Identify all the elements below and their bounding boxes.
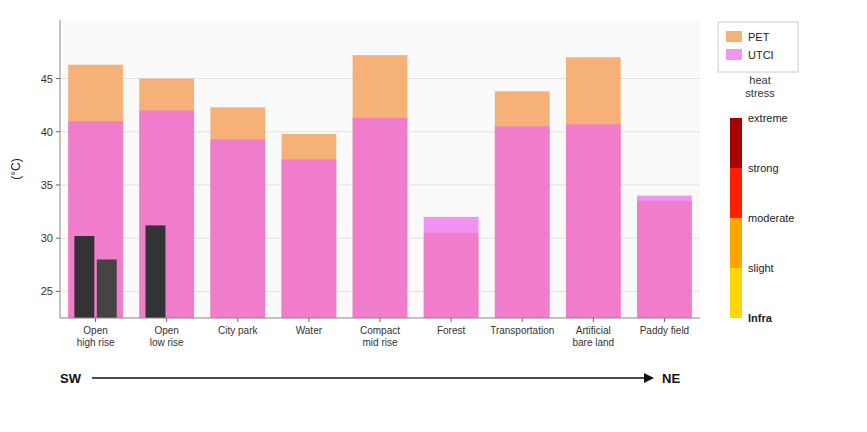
x-tick-label-line: Open bbox=[83, 325, 107, 336]
x-tick bbox=[664, 318, 665, 322]
x-tick bbox=[308, 318, 309, 322]
y-tick-label: 45 bbox=[41, 73, 53, 85]
bar bbox=[139, 110, 194, 318]
x-tick-label: Openhigh rise bbox=[77, 325, 115, 348]
x-tick bbox=[380, 318, 381, 322]
legend: PET UTCI bbox=[718, 22, 798, 72]
x-tick bbox=[593, 318, 594, 322]
y-tick-label: 40 bbox=[41, 126, 53, 138]
colorbar-label: slight bbox=[748, 262, 774, 274]
arrow-head bbox=[644, 373, 654, 383]
colorbar-label: moderate bbox=[748, 212, 794, 224]
y-tick bbox=[56, 131, 60, 132]
x-tick-label: Transportation bbox=[490, 325, 554, 336]
x-tick-label: City park bbox=[218, 325, 258, 336]
bar bbox=[139, 79, 194, 318]
dark-bar bbox=[97, 259, 117, 318]
bars bbox=[68, 55, 692, 318]
x-tick bbox=[451, 318, 452, 322]
legend-swatch bbox=[726, 49, 742, 60]
legend-box bbox=[718, 22, 798, 72]
y-tick bbox=[56, 184, 60, 185]
plot-area bbox=[60, 20, 700, 318]
bar bbox=[495, 126, 550, 318]
y-tick bbox=[56, 291, 60, 292]
bar bbox=[353, 118, 408, 318]
bar bbox=[495, 91, 550, 318]
bar bbox=[353, 55, 408, 318]
arrow-line bbox=[92, 377, 646, 379]
colorbar-label: Infra bbox=[748, 312, 773, 324]
x-tick-label-line: City park bbox=[218, 325, 258, 336]
page: {"chart_data": { "type": "bar", "categor… bbox=[0, 0, 867, 432]
x-tick-label: Artificialbare land bbox=[572, 325, 614, 348]
colorbar-title: heatstress bbox=[745, 74, 775, 99]
x-tick-label: Paddy field bbox=[640, 325, 689, 336]
colorbar-segment bbox=[730, 268, 742, 318]
bar bbox=[282, 159, 337, 318]
x-tick-label-line: bare land bbox=[572, 337, 614, 348]
legend-swatch bbox=[726, 31, 742, 42]
x-tick-label-line: Artificial bbox=[576, 325, 611, 336]
colorbar-label: extreme bbox=[748, 112, 788, 124]
colorbar-title-line: stress bbox=[745, 87, 775, 99]
colorbar-title-line: heat bbox=[749, 74, 770, 86]
bar bbox=[424, 217, 479, 318]
bar bbox=[68, 121, 123, 318]
y-tick bbox=[56, 238, 60, 239]
x-tick-label: Openlow rise bbox=[150, 325, 184, 348]
y-axis-line bbox=[60, 20, 61, 318]
x-tick-label-line: Paddy field bbox=[640, 325, 689, 336]
y-axis-label: (°C) bbox=[9, 158, 23, 179]
dark-bar bbox=[146, 225, 166, 318]
x-tick-label: Water bbox=[296, 325, 323, 336]
bar bbox=[68, 65, 123, 318]
colorbar-label: strong bbox=[748, 162, 779, 174]
annotation: SW bbox=[60, 371, 82, 386]
bar bbox=[210, 139, 265, 318]
colorbar-segment bbox=[730, 118, 742, 168]
dark-bar bbox=[74, 236, 94, 318]
chart: 2530354045(°C)Openhigh riseOpenlow riseC… bbox=[0, 0, 867, 432]
x-tick bbox=[95, 318, 96, 322]
bar bbox=[566, 124, 621, 318]
x-tick-label: Compactmid rise bbox=[360, 325, 400, 348]
x-tick bbox=[237, 318, 238, 322]
x-tick-label-line: mid rise bbox=[362, 337, 397, 348]
legend-label: UTCI bbox=[748, 49, 774, 61]
bar bbox=[566, 57, 621, 318]
x-tick-label-line: low rise bbox=[150, 337, 184, 348]
x-tick-label: Forest bbox=[437, 325, 466, 336]
x-tick-label-line: Open bbox=[154, 325, 178, 336]
legend-label: PET bbox=[748, 31, 770, 43]
bar bbox=[210, 107, 265, 318]
y-tick-label: 35 bbox=[41, 179, 53, 191]
bar bbox=[282, 134, 337, 318]
x-tick-label-line: Forest bbox=[437, 325, 466, 336]
x-tick-label-line: Transportation bbox=[490, 325, 554, 336]
x-tick-label-line: Compact bbox=[360, 325, 400, 336]
y-tick-label: 25 bbox=[41, 285, 53, 297]
y-tick bbox=[56, 78, 60, 79]
annotation: NE bbox=[662, 371, 680, 386]
x-tick bbox=[166, 318, 167, 322]
colorbar-segment bbox=[730, 218, 742, 268]
x-tick-label-line: Water bbox=[296, 325, 323, 336]
x-tick bbox=[522, 318, 523, 322]
bar bbox=[637, 196, 692, 318]
x-tick-label-line: high rise bbox=[77, 337, 115, 348]
y-tick-label: 30 bbox=[41, 232, 53, 244]
colorbar-segment bbox=[730, 168, 742, 218]
